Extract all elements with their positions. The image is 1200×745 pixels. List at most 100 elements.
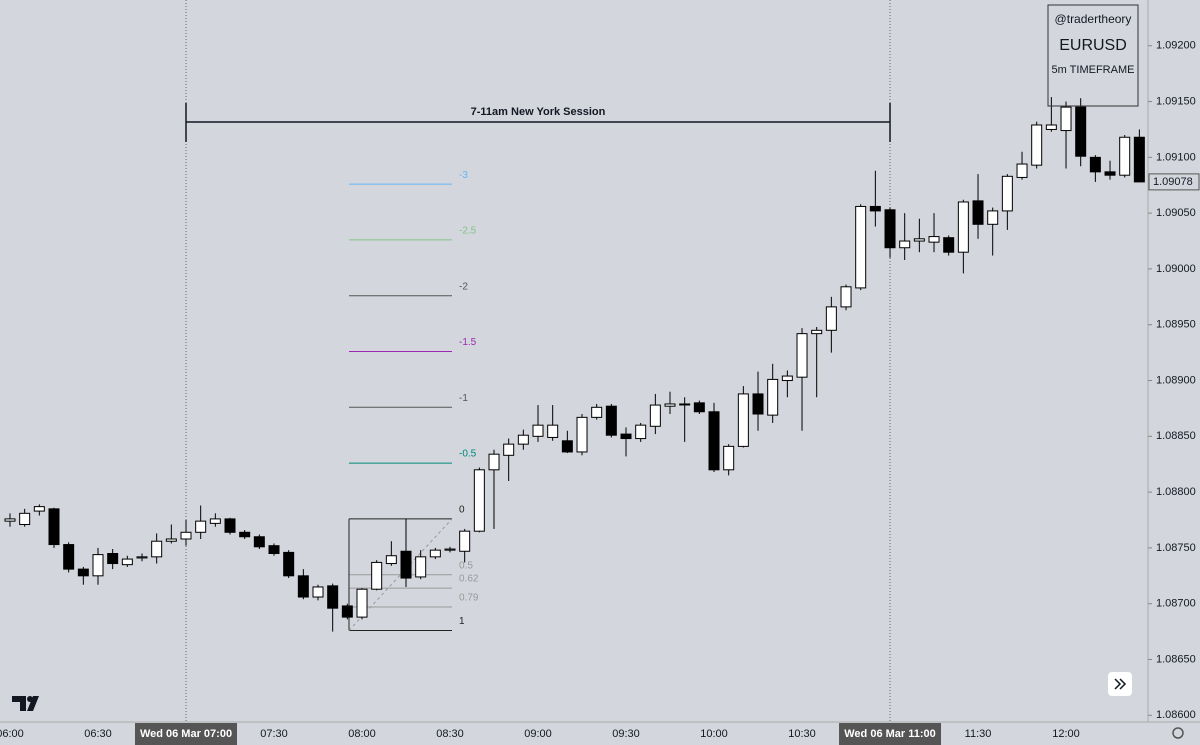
- candle-body: [1045, 124, 1057, 130]
- last-price-label: 1.09078: [1153, 176, 1193, 188]
- y-tick-label: 1.08800: [1156, 486, 1196, 498]
- candle-body: [664, 403, 676, 407]
- candle-body: [136, 556, 148, 559]
- x-highlight-box: [839, 723, 942, 745]
- watermark-box: [1047, 4, 1139, 107]
- candle-body: [532, 424, 544, 437]
- x-tick-label: 06:30: [84, 728, 112, 740]
- candle-body: [825, 306, 837, 331]
- y-tick-label: 1.08600: [1156, 709, 1196, 721]
- plot-area: 7-11am New York Session -3 -2.5 -2 -1.5 -1 -0.…: [4, 0, 1145, 722]
- x-tick-label: 08:00: [348, 728, 376, 740]
- x-tick-label: 10:30: [788, 728, 816, 740]
- candle-body: [591, 406, 603, 418]
- candle-body: [605, 405, 617, 436]
- x-tick-label: 12:00: [1052, 728, 1080, 740]
- candle-body: [781, 375, 793, 382]
- fib-level-label: -2.5: [459, 226, 477, 237]
- y-tick-label: 1.09100: [1156, 151, 1196, 163]
- y-tick-label: 1.08650: [1156, 653, 1196, 665]
- candle-body: [928, 236, 940, 243]
- candle-body: [1031, 124, 1043, 166]
- candle-body: [356, 588, 368, 618]
- fib-level-label: -3: [459, 170, 468, 181]
- candle-body: [444, 548, 456, 551]
- candle-body: [1075, 106, 1087, 157]
- candle-body: [488, 453, 500, 471]
- candle-body: [547, 424, 559, 438]
- fib-level-label: -0.5: [459, 449, 477, 460]
- x-highlight-label: Wed 06 Mar 11:00: [844, 728, 936, 740]
- watermark-symbol: EURUSD: [1059, 37, 1127, 54]
- scroll-button[interactable]: [1108, 672, 1132, 696]
- candle-body: [180, 531, 192, 540]
- candle-body: [737, 393, 749, 447]
- x-tick-label: 10:00: [700, 728, 728, 740]
- candle-body: [268, 545, 280, 554]
- candle-body: [693, 402, 705, 413]
- candle-body: [943, 237, 955, 253]
- y-tick-label: 1.08850: [1156, 430, 1196, 442]
- candle-body: [1133, 136, 1145, 183]
- candle-body: [855, 205, 867, 289]
- logo-part: [27, 696, 39, 711]
- candle-body: [869, 205, 881, 212]
- candle-body: [312, 586, 324, 598]
- fib-level-label: 1: [459, 616, 465, 627]
- candle-body: [209, 518, 221, 524]
- candle-body: [195, 520, 207, 533]
- logo-part: [12, 696, 26, 711]
- candle-body: [576, 416, 588, 453]
- candle-body: [957, 201, 969, 253]
- x-highlight-label: Wed 06 Mar 07:00: [140, 728, 232, 740]
- last-price-box: [1148, 173, 1200, 191]
- candle-body: [400, 550, 412, 579]
- x-tick-label: 09:00: [524, 728, 552, 740]
- candle-body: [620, 433, 632, 440]
- candle-body: [459, 530, 471, 552]
- candle-body: [1016, 163, 1028, 178]
- candle-body: [1104, 171, 1116, 176]
- candle-body: [1001, 175, 1013, 212]
- x-tick-label: 09:30: [612, 728, 640, 740]
- y-tick-label: 1.09200: [1156, 40, 1196, 52]
- candle-body: [107, 552, 119, 565]
- y-tick-label: 1.09150: [1156, 95, 1196, 107]
- candle-body: [1060, 106, 1072, 132]
- candle-body: [708, 411, 720, 471]
- settings-icon[interactable]: [1172, 727, 1184, 739]
- fib-level-label: 0.79: [459, 593, 479, 604]
- x-tick-label: 07:30: [260, 728, 288, 740]
- candle-body: [884, 209, 896, 249]
- y-tick-label: 1.08900: [1156, 374, 1196, 386]
- candle-body: [913, 238, 925, 242]
- x-tick-label: 06:00: [0, 728, 24, 740]
- y-tick-label: 1.08750: [1156, 542, 1196, 554]
- candle-body: [1089, 156, 1101, 173]
- candle-body: [987, 210, 999, 225]
- candle-body: [4, 518, 16, 522]
- candle-body: [151, 540, 163, 558]
- watermark-handle: @tradertheory: [1055, 12, 1132, 26]
- candle-body: [503, 443, 515, 456]
- watermark-timeframe: 5m TIMEFRAME: [1052, 64, 1135, 76]
- candle-body: [77, 568, 89, 577]
- candle-body: [679, 403, 691, 406]
- candle-body: [972, 200, 984, 225]
- candle-body: [371, 561, 383, 590]
- candle-body: [752, 393, 764, 415]
- candle-body: [767, 378, 779, 416]
- fib-level-label: 0: [459, 505, 465, 516]
- candle-body: [48, 508, 60, 546]
- fib-level-label: -1: [459, 393, 468, 404]
- candle-body: [297, 575, 309, 598]
- fib-level-label: -2: [459, 281, 468, 292]
- candle-body: [33, 506, 45, 512]
- candle-body: [811, 329, 823, 335]
- candle-body: [327, 585, 339, 609]
- candle-body: [561, 440, 573, 453]
- candle-body: [1119, 136, 1131, 176]
- fib-level-label: 0.62: [459, 574, 479, 585]
- candle-body: [415, 556, 427, 578]
